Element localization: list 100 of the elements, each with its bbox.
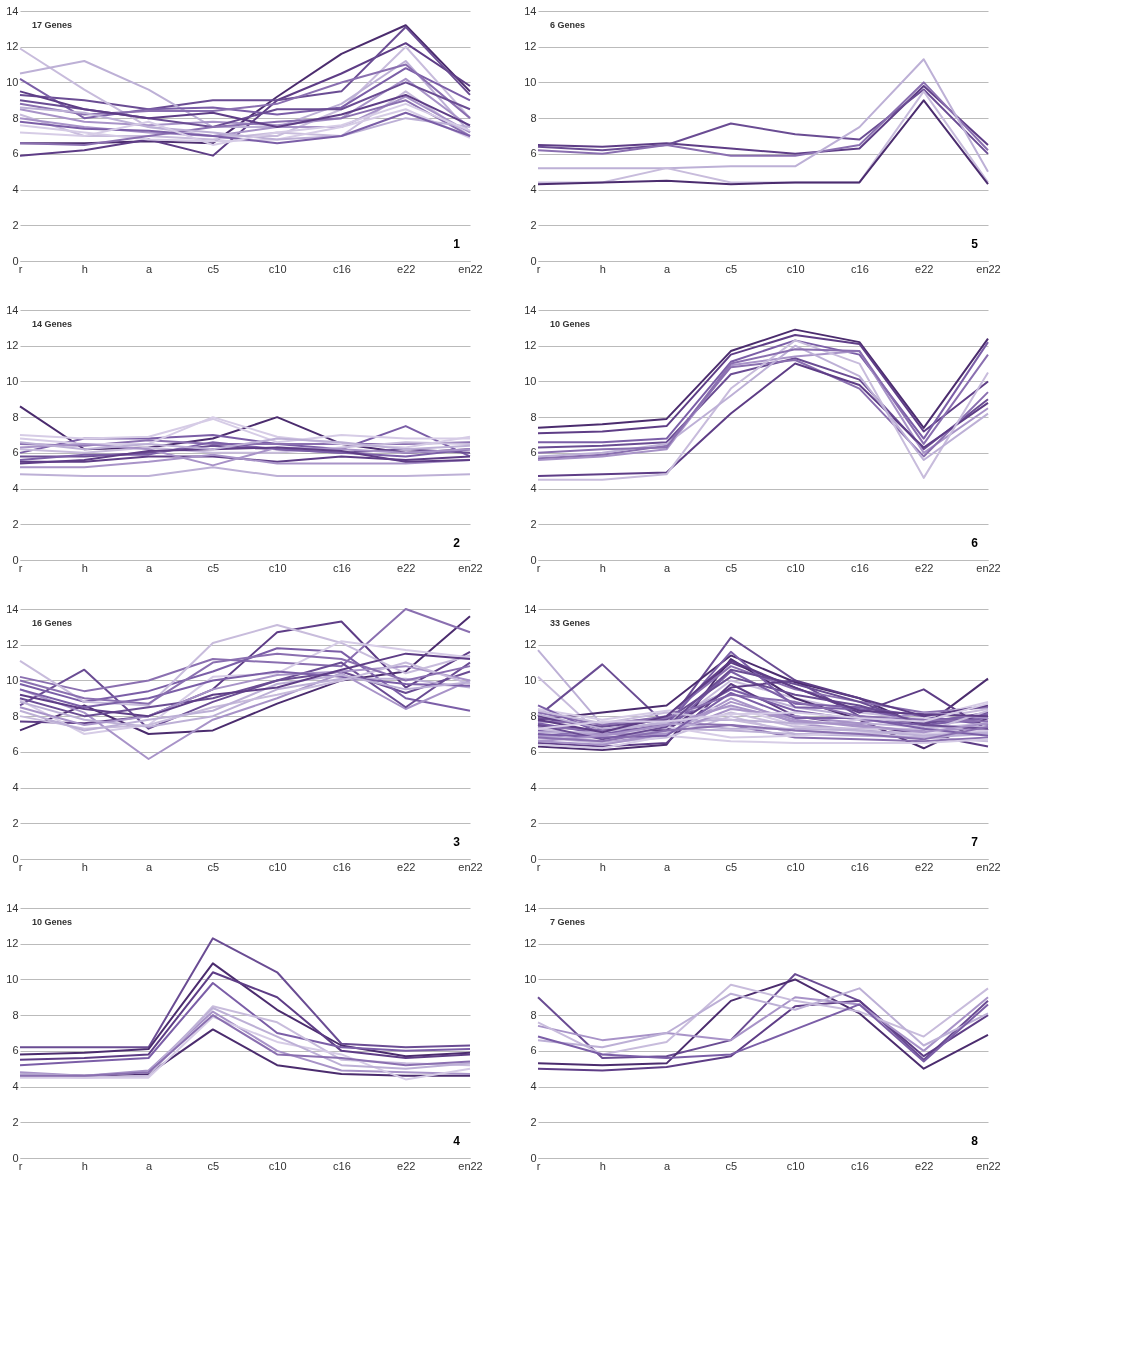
x-tick-label: c5 xyxy=(207,1159,220,1172)
y-tick-label: 14 xyxy=(524,901,537,914)
annotation: 8 xyxy=(971,1134,979,1148)
y-tick-label: 0 xyxy=(12,553,19,566)
y-tick-label: 2 xyxy=(12,517,19,530)
x-tick-label: c10 xyxy=(268,1159,287,1172)
x-tick-label: en22 xyxy=(458,1159,483,1172)
annotation: 1 xyxy=(453,237,461,251)
y-tick-label: 10 xyxy=(524,75,537,88)
y-tick-label: 6 xyxy=(530,446,537,459)
annotation: 5 xyxy=(971,237,979,251)
x-tick-label: en22 xyxy=(458,561,483,574)
x-tick-label: c10 xyxy=(786,561,805,574)
x-tick-label: e22 xyxy=(397,1159,416,1172)
y-tick-label: 12 xyxy=(524,339,537,352)
annotation: 4 xyxy=(453,1134,461,1148)
y-tick-label: 8 xyxy=(12,709,19,722)
y-tick-label: 4 xyxy=(12,1080,19,1093)
x-tick-label: c10 xyxy=(786,860,805,873)
annotation: 6 Genes xyxy=(550,20,586,30)
y-tick-label: 8 xyxy=(530,111,537,124)
x-tick-label: c5 xyxy=(207,561,220,574)
x-tick-label: r xyxy=(536,561,541,574)
y-tick-label: 10 xyxy=(6,374,19,387)
y-tick-label: 6 xyxy=(12,745,19,758)
x-tick-label: e22 xyxy=(915,1159,934,1172)
annotation: 3 xyxy=(453,835,461,849)
x-tick-label: r xyxy=(18,860,23,873)
x-tick-label: r xyxy=(536,1159,541,1172)
x-tick-label: e22 xyxy=(397,262,416,275)
y-tick-label: 0 xyxy=(12,1151,19,1164)
y-tick-label: 12 xyxy=(6,638,19,651)
y-tick-label: 8 xyxy=(12,111,19,124)
x-tick-label: c10 xyxy=(268,262,287,275)
y-tick-label: 12 xyxy=(6,339,19,352)
y-tick-label: 14 xyxy=(524,4,537,17)
x-tick-label: r xyxy=(18,561,23,574)
y-tick-label: 4 xyxy=(530,183,537,196)
x-tick-label: r xyxy=(536,262,541,275)
y-tick-label: 2 xyxy=(12,816,19,829)
x-tick-label: r xyxy=(18,1159,23,1172)
y-tick-label: 12 xyxy=(524,937,537,950)
x-tick-label: a xyxy=(146,262,154,275)
x-tick-label: h xyxy=(599,860,606,873)
x-tick-label: r xyxy=(536,860,541,873)
x-tick-label: e22 xyxy=(915,860,934,873)
x-tick-label: c5 xyxy=(725,262,738,275)
x-tick-label: h xyxy=(81,262,88,275)
x-tick-label: e22 xyxy=(397,561,416,574)
x-tick-label: a xyxy=(664,860,672,873)
x-tick-label: c16 xyxy=(333,1159,351,1172)
y-tick-label: 4 xyxy=(12,781,19,794)
annotation: 33 Genes xyxy=(550,618,591,628)
annotation: 7 xyxy=(971,835,979,849)
x-tick-label: a xyxy=(146,1159,154,1172)
x-tick-label: en22 xyxy=(458,860,483,873)
y-tick-label: 2 xyxy=(12,218,19,231)
x-tick-label: h xyxy=(81,561,88,574)
x-tick-label: en22 xyxy=(458,262,483,275)
x-tick-label: c16 xyxy=(851,860,869,873)
x-tick-label: a xyxy=(664,262,672,275)
y-tick-label: 6 xyxy=(12,446,19,459)
x-tick-label: en22 xyxy=(976,1159,1001,1172)
y-tick-label: 2 xyxy=(12,1115,19,1128)
y-tick-label: 2 xyxy=(530,816,537,829)
annotation: 2 xyxy=(453,536,461,550)
y-tick-label: 12 xyxy=(524,638,537,651)
x-tick-label: c5 xyxy=(207,860,220,873)
x-tick-label: h xyxy=(81,860,88,873)
y-tick-label: 0 xyxy=(12,852,19,865)
x-tick-label: r xyxy=(18,262,23,275)
y-tick-label: 8 xyxy=(12,410,19,423)
annotation: 17 Genes xyxy=(32,20,73,30)
x-tick-label: h xyxy=(599,561,606,574)
y-tick-label: 14 xyxy=(6,4,19,17)
y-tick-label: 12 xyxy=(524,40,537,53)
x-tick-label: c5 xyxy=(725,1159,738,1172)
y-tick-label: 10 xyxy=(6,972,19,985)
x-tick-label: a xyxy=(664,561,672,574)
y-tick-label: 14 xyxy=(6,602,19,615)
annotation: 10 Genes xyxy=(550,319,591,329)
annotation: 6 xyxy=(971,536,979,550)
x-tick-label: a xyxy=(146,561,154,574)
y-tick-label: 10 xyxy=(524,673,537,686)
x-tick-label: en22 xyxy=(976,262,1001,275)
x-tick-label: en22 xyxy=(976,561,1001,574)
y-tick-label: 10 xyxy=(524,972,537,985)
y-tick-label: 14 xyxy=(6,901,19,914)
y-tick-label: 4 xyxy=(530,1080,537,1093)
y-tick-label: 4 xyxy=(530,482,537,495)
x-tick-label: a xyxy=(146,860,154,873)
y-tick-label: 0 xyxy=(530,852,537,865)
y-tick-label: 4 xyxy=(12,183,19,196)
y-tick-label: 6 xyxy=(530,147,537,160)
x-tick-label: h xyxy=(599,1159,606,1172)
y-tick-label: 8 xyxy=(530,410,537,423)
x-tick-label: c10 xyxy=(786,1159,805,1172)
y-tick-label: 0 xyxy=(530,1151,537,1164)
x-tick-label: c16 xyxy=(851,1159,869,1172)
y-tick-label: 0 xyxy=(530,254,537,267)
